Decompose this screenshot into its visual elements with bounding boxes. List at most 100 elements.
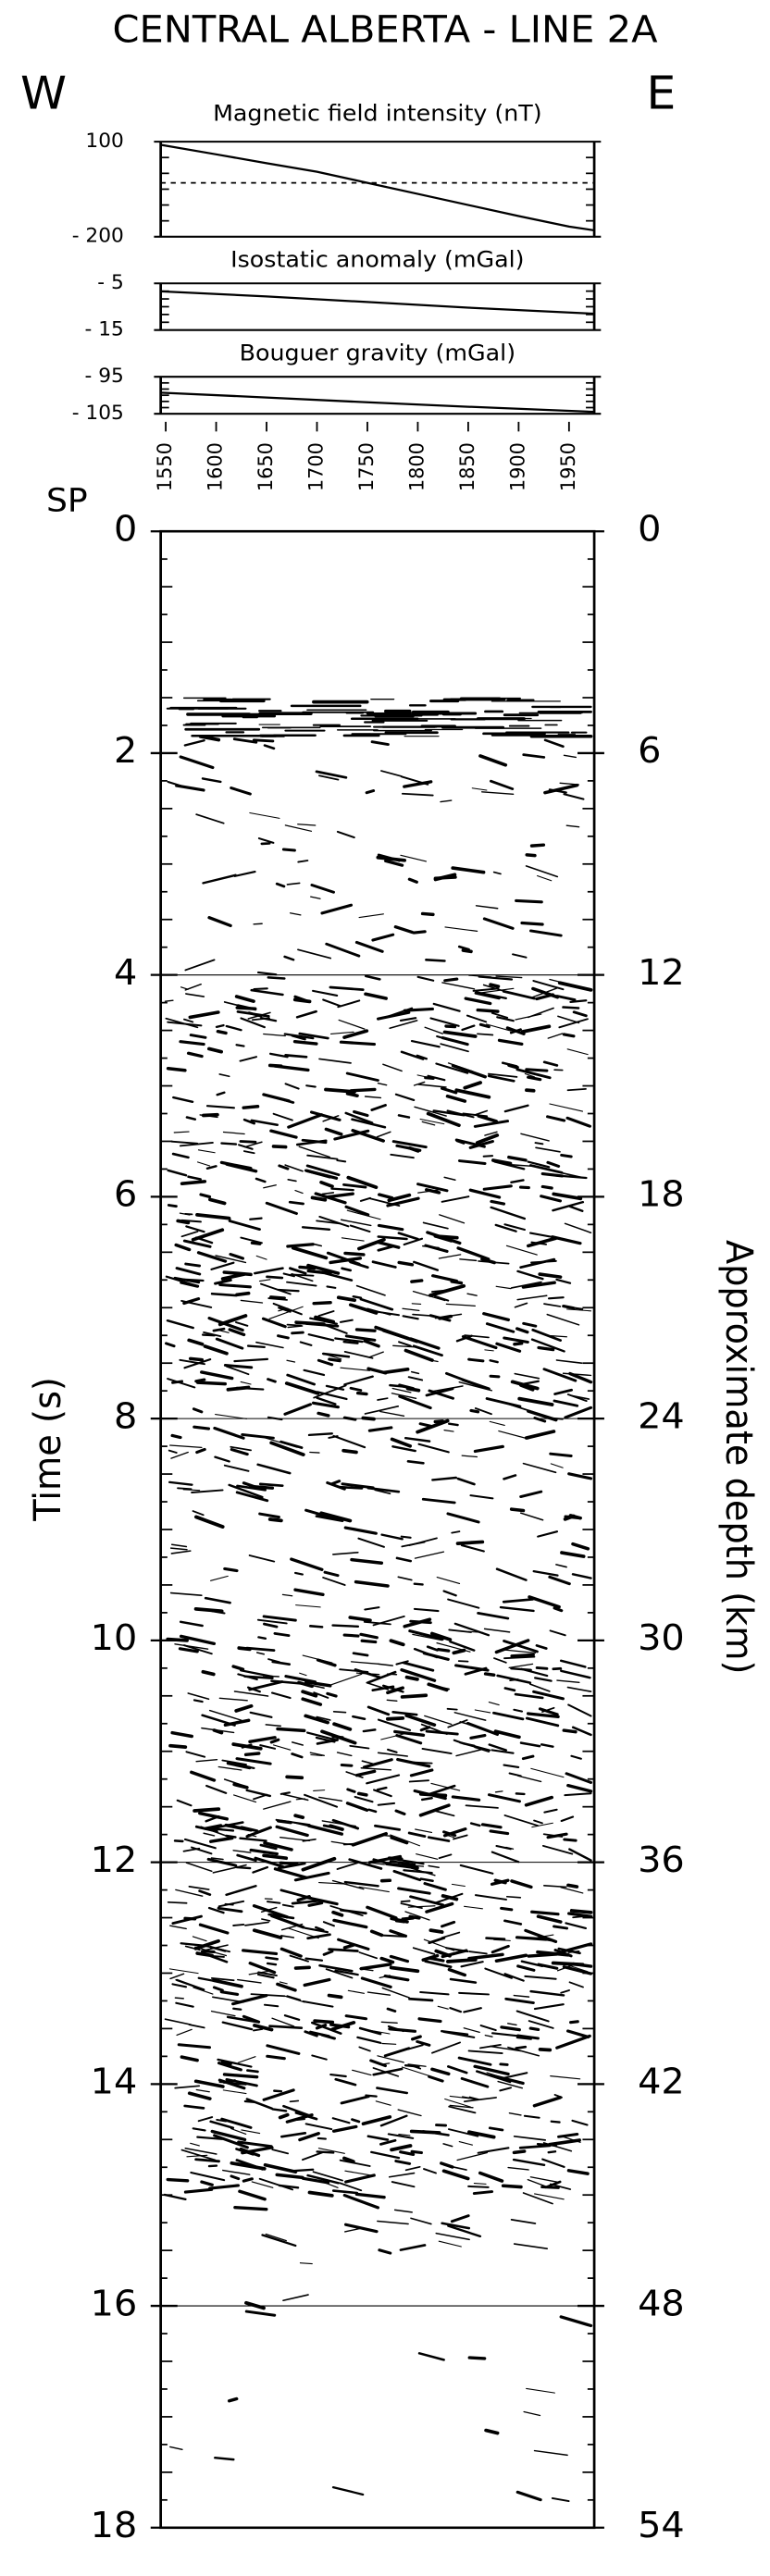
reflection <box>515 2034 540 2040</box>
reflection <box>371 1260 397 1269</box>
reflection <box>397 1887 431 1895</box>
reflection <box>261 1918 271 1922</box>
reflection <box>379 2114 408 2127</box>
reflection <box>363 1620 391 1626</box>
reflection <box>201 1714 236 1727</box>
reflection <box>566 1686 592 1692</box>
reflection <box>329 1257 363 1265</box>
reflection <box>230 2127 247 2135</box>
reflection <box>307 1824 344 1836</box>
reflection <box>367 1426 393 1432</box>
reflection <box>525 1088 536 1093</box>
reflection <box>476 1008 500 1013</box>
reflection <box>344 1111 374 1124</box>
reflection <box>395 1660 409 1666</box>
reflection <box>237 2140 273 2149</box>
profile-line <box>160 143 595 232</box>
reflection <box>407 1831 427 1839</box>
reflection <box>330 1480 342 1486</box>
reflection <box>507 1155 528 1162</box>
reflection <box>222 2089 247 2095</box>
reflection <box>568 1371 593 1384</box>
reflection <box>356 1791 368 1797</box>
reflection <box>263 1622 279 1629</box>
reflection <box>491 1749 515 1754</box>
reflection <box>522 753 546 759</box>
reflection <box>257 837 275 844</box>
reflection <box>309 1110 342 1121</box>
reflection <box>170 1550 192 1554</box>
reflection <box>239 1837 267 1842</box>
reflection <box>187 2091 212 2100</box>
reflection <box>255 1652 266 1655</box>
reflection <box>423 2168 437 2174</box>
reflection <box>336 1862 359 1870</box>
reflection <box>245 1826 272 1839</box>
reflection <box>303 1977 331 1988</box>
reflection <box>418 1792 448 1798</box>
reflection <box>399 2244 427 2251</box>
reflection <box>261 2234 297 2248</box>
reflection <box>247 1011 271 1020</box>
reflection <box>291 1331 304 1335</box>
reflection <box>332 1711 347 1714</box>
reflection <box>445 1303 476 1307</box>
y-tick-label: 16 <box>91 2284 138 2324</box>
reflection <box>307 1901 324 1907</box>
reflection <box>446 1958 478 1963</box>
reflection <box>283 1995 305 2003</box>
reflection <box>235 1491 269 1503</box>
reflection <box>463 2007 482 2013</box>
reflection <box>531 1822 553 1828</box>
reflection <box>377 1082 388 1086</box>
reflection <box>481 791 515 795</box>
reflection <box>449 1640 476 1652</box>
reflection <box>521 1281 556 1289</box>
reflection <box>429 1017 460 1027</box>
reflection <box>218 1073 230 1078</box>
reflection <box>244 1921 269 1926</box>
reflection <box>199 1193 212 1199</box>
reflection <box>411 1303 422 1306</box>
reflection <box>180 1231 199 1238</box>
reflection <box>343 1350 374 1359</box>
reflection <box>456 1477 476 1486</box>
reflection <box>446 1512 480 1524</box>
reflection <box>364 1406 400 1415</box>
reflection <box>431 1274 459 1283</box>
reflection <box>464 997 492 1006</box>
reflection <box>390 2144 413 2152</box>
reflection <box>552 1192 583 1201</box>
reflection <box>389 1929 408 1938</box>
reflection <box>218 1697 248 1702</box>
reflection <box>196 2136 224 2140</box>
reflection <box>408 1629 444 1641</box>
reflection <box>374 1824 402 1831</box>
reflection <box>416 1054 428 1060</box>
reflection <box>372 2067 404 2076</box>
reflection <box>207 2164 218 2168</box>
reflection <box>294 1320 326 1326</box>
reflection <box>263 1841 293 1852</box>
reflection <box>185 993 205 997</box>
reflection <box>467 2050 503 2054</box>
reflection <box>340 1219 372 1227</box>
reflection <box>469 1494 494 1500</box>
reflection <box>256 971 278 976</box>
reflection <box>283 1098 295 1104</box>
reflection <box>553 1606 564 1613</box>
reflection <box>502 989 536 1000</box>
reflection <box>258 1512 280 1519</box>
reflection <box>530 1338 565 1353</box>
reflection <box>376 1786 388 1791</box>
reflection <box>404 1436 431 1443</box>
reflection <box>540 1743 554 1748</box>
reflection <box>228 1483 264 1499</box>
reflection <box>195 1951 214 1958</box>
reflection <box>566 1048 589 1056</box>
reflection <box>424 1244 449 1253</box>
reflection <box>555 1359 583 1364</box>
reflection <box>458 1991 490 1996</box>
reflection <box>562 1305 576 1310</box>
reflection <box>546 1160 561 1168</box>
